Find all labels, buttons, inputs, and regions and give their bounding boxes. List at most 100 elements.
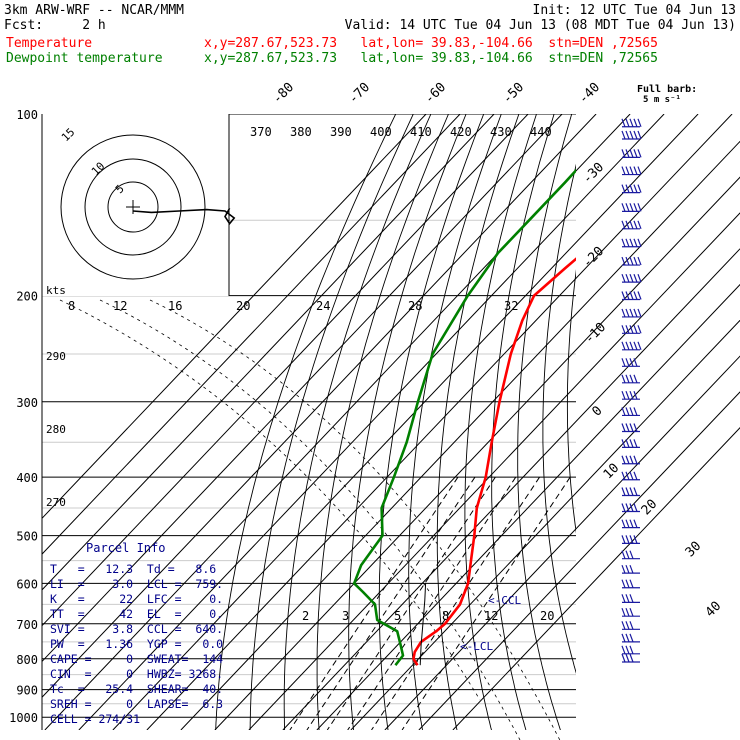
- pressure-label-700: 700: [16, 618, 38, 632]
- wind-barb: [621, 633, 640, 643]
- barb-flag: [625, 423, 630, 432]
- barb-key-label: Full barb:: [637, 84, 697, 95]
- wind-barb: [621, 256, 642, 266]
- theta-label: 400: [370, 125, 392, 139]
- hodograph-ring: [107, 181, 159, 233]
- barb-flag: [621, 203, 626, 212]
- temperature-legend: Temperature: [6, 36, 93, 51]
- barb-flag: [633, 149, 638, 158]
- dewpoint-location: x,y=287.67,523.73 lat,lon= 39.83,-104.66…: [204, 51, 658, 66]
- isotherm-label: -50: [500, 80, 527, 107]
- wind-barb: [621, 503, 640, 513]
- barb-flag: [621, 407, 626, 416]
- barb-flag: [621, 607, 626, 617]
- isotherm-label: 30: [683, 539, 705, 561]
- model-title: 3km ARW-WRF -- NCAR/MMM: [4, 3, 185, 18]
- barb-flag: [621, 358, 626, 367]
- barb-flag: [621, 118, 626, 127]
- theta-label: 440: [530, 125, 552, 139]
- wind-barb: [621, 607, 640, 617]
- barb-flag: [629, 203, 634, 212]
- barb-flag: [625, 579, 630, 588]
- barb-flag: [629, 390, 634, 400]
- dry-adiabats: [215, 114, 740, 730]
- barb-flag: [625, 503, 630, 512]
- theta-label: 420: [450, 125, 472, 139]
- barb-flag: [621, 621, 626, 630]
- direction-label: 270: [46, 496, 66, 509]
- barb-flag: [625, 439, 630, 448]
- hodograph-tick: 8: [68, 299, 75, 313]
- dry-adiabat: [378, 114, 485, 730]
- wind-barb: [621, 273, 642, 283]
- parcel-path: [419, 583, 427, 666]
- dry-adiabat: [436, 114, 520, 730]
- barb-flag: [629, 550, 634, 559]
- barb-flag: [625, 166, 630, 175]
- barb-flag: [633, 503, 638, 512]
- barb-flag: [633, 535, 638, 544]
- hodograph-unit: kts: [46, 284, 66, 297]
- barb-flag: [629, 184, 634, 193]
- isotherm: [42, 114, 461, 555]
- wind-barb: [621, 358, 640, 367]
- dewpoint-profile: [352, 168, 576, 667]
- pressure-label-500: 500: [16, 530, 38, 544]
- wind-barb: [621, 341, 642, 351]
- barb-flag: [621, 487, 626, 496]
- direction-label: 280: [46, 423, 66, 436]
- barb-flag: [621, 273, 626, 283]
- barb-flag: [621, 564, 626, 574]
- barb-flag: [625, 308, 630, 318]
- barb-flag: [629, 621, 634, 630]
- barb-flag: [621, 519, 626, 528]
- isotherm-label: -60: [422, 80, 449, 107]
- pressure-label-600: 600: [16, 577, 38, 591]
- wind-barb: [621, 166, 642, 176]
- barb-flag: [621, 184, 626, 193]
- barb-flag: [629, 256, 634, 266]
- barb-flag: [633, 341, 638, 351]
- wind-barb: [621, 645, 640, 655]
- pressure-label-1000: 1000: [9, 711, 38, 725]
- isotherm-label: 40: [703, 599, 725, 621]
- dry-adiabat: [464, 114, 537, 730]
- wind-barb: [621, 325, 642, 334]
- pressure-label-800: 800: [16, 653, 38, 667]
- wind-barb: [621, 471, 640, 481]
- barb-flag: [625, 407, 630, 416]
- barb-flag: [629, 653, 634, 663]
- isotherm--20: [248, 212, 740, 730]
- wind-barb: [621, 423, 640, 433]
- barb-flag: [625, 621, 630, 630]
- temperature-location: x,y=287.67,523.73 lat,lon= 39.83,-104.66…: [204, 36, 658, 51]
- isotherm-20: [384, 355, 740, 730]
- wind-barb: [621, 238, 642, 248]
- barb-flag: [625, 184, 630, 193]
- barb-flag: [633, 439, 638, 448]
- barb-flag: [629, 503, 634, 512]
- valid-time: Valid: 14 UTC Tue 04 Jun 13 (08 MDT Tue …: [344, 18, 736, 33]
- barb-flag: [633, 273, 638, 283]
- barb-flag: [629, 374, 634, 384]
- lcl-annotation: <-LCL: [460, 640, 493, 653]
- dry-adiabat: [517, 114, 573, 730]
- barb-flag: [625, 633, 630, 643]
- barb-flag: [637, 325, 642, 334]
- isotherm-0: [316, 283, 740, 730]
- hodograph-ring: [60, 134, 206, 280]
- wind-barb: [621, 579, 640, 589]
- wind-barb: [621, 653, 640, 663]
- pressure-label-300: 300: [16, 396, 38, 410]
- ccl-annotation: <-CCL: [488, 594, 521, 607]
- barb-flag: [625, 220, 630, 230]
- dry-adiabat: [408, 114, 502, 730]
- barb-flag: [629, 455, 634, 464]
- mixing-ratio-label: 20: [540, 609, 554, 623]
- wind-barb: [621, 439, 640, 448]
- isotherm-label: -10: [582, 320, 609, 347]
- barb-flag: [633, 118, 638, 127]
- dry-adiabat: [681, 114, 740, 730]
- isotherm--50: [146, 114, 733, 730]
